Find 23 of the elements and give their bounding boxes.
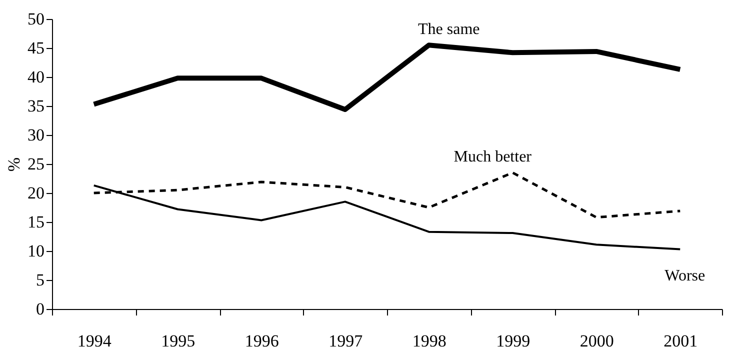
y-tick-label: 40: [28, 68, 44, 86]
y-tick-label: 0: [36, 300, 44, 318]
series-label: Much better: [454, 148, 532, 166]
y-tick-label: 50: [28, 10, 44, 28]
series-label: The same: [418, 21, 480, 38]
y-tick-label: 30: [28, 126, 44, 144]
y-tick-label: 35: [28, 96, 44, 116]
x-tick-label: 1995: [161, 332, 196, 350]
x-tick-label: 2000: [580, 332, 614, 350]
y-tick-label: 15: [28, 212, 44, 232]
x-tick-label: 1994: [77, 332, 112, 350]
x-tick-label: 1998: [412, 332, 446, 350]
y-tick-label: 10: [28, 242, 44, 260]
x-tick-label: 1999: [496, 332, 530, 350]
x-tick-label: 1996: [244, 332, 279, 350]
series-label: Worse: [664, 267, 706, 284]
y-tick-label: 20: [28, 184, 44, 202]
y-tick-label: 25: [28, 154, 44, 174]
y-tick-label: 45: [28, 38, 44, 58]
y-axis-title: %: [4, 157, 24, 172]
x-tick-label: 2001: [664, 332, 698, 350]
y-tick-label: 5: [36, 270, 44, 290]
x-tick-label: 1997: [328, 332, 364, 350]
